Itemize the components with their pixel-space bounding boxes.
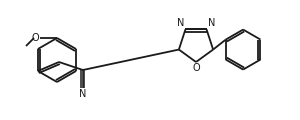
Text: N: N — [208, 18, 215, 28]
Text: O: O — [192, 63, 200, 73]
Text: O: O — [32, 33, 39, 43]
Text: N: N — [177, 18, 184, 28]
Text: N: N — [79, 89, 87, 99]
